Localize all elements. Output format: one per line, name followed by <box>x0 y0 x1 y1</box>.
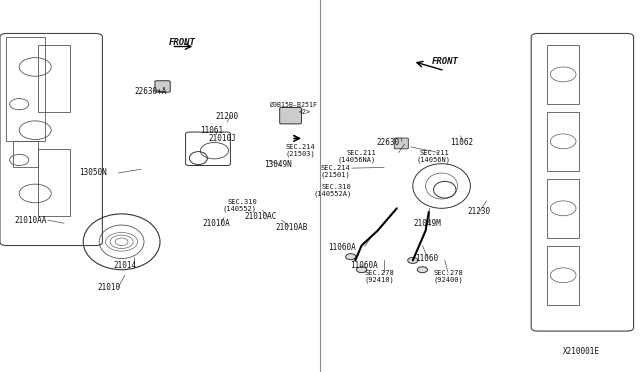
Circle shape <box>408 257 418 263</box>
Text: 21200: 21200 <box>216 112 239 121</box>
Text: 11061: 11061 <box>200 126 223 135</box>
Text: SEC.310: SEC.310 <box>227 199 257 205</box>
Text: SEC.278: SEC.278 <box>364 270 394 276</box>
Text: 21010AA: 21010AA <box>15 216 47 225</box>
Text: Ø0B15B-B251F: Ø0B15B-B251F <box>271 102 319 108</box>
Text: SEC.278: SEC.278 <box>433 270 463 276</box>
Text: SEC.214: SEC.214 <box>286 144 316 150</box>
Text: 21010A: 21010A <box>202 219 230 228</box>
Text: 21049M: 21049M <box>413 219 442 228</box>
Text: (21501): (21501) <box>321 171 350 178</box>
Text: <2>: <2> <box>299 109 310 115</box>
Text: (14056N): (14056N) <box>417 157 451 163</box>
Circle shape <box>356 267 367 273</box>
Text: 13050N: 13050N <box>79 169 107 177</box>
Bar <box>38 149 70 216</box>
Bar <box>6 37 45 141</box>
Bar <box>547 45 579 104</box>
Text: X210001E: X210001E <box>563 347 600 356</box>
Text: 11060A: 11060A <box>349 262 378 270</box>
Circle shape <box>346 254 356 260</box>
FancyBboxPatch shape <box>280 108 301 124</box>
Text: 21010J: 21010J <box>208 134 236 143</box>
Text: FRONT: FRONT <box>431 57 458 66</box>
Bar <box>547 179 579 238</box>
Text: 22630+A: 22630+A <box>134 87 166 96</box>
Text: (21503): (21503) <box>286 150 316 157</box>
Text: 21014: 21014 <box>113 262 136 270</box>
Text: SEC.211: SEC.211 <box>347 150 376 156</box>
Text: 21010AC: 21010AC <box>245 212 277 221</box>
Bar <box>547 246 579 305</box>
Text: 11060: 11060 <box>415 254 438 263</box>
Text: 21010: 21010 <box>97 283 120 292</box>
Text: SEC.211: SEC.211 <box>419 150 449 156</box>
Text: (14056NA): (14056NA) <box>338 157 376 163</box>
Text: (140552): (140552) <box>223 205 257 212</box>
Text: 21230: 21230 <box>467 207 490 216</box>
FancyBboxPatch shape <box>155 81 170 92</box>
Text: 21010AB: 21010AB <box>275 223 307 232</box>
Text: SEC.310: SEC.310 <box>321 184 351 190</box>
Text: 13049N: 13049N <box>264 160 292 169</box>
Text: FRONT: FRONT <box>169 38 196 47</box>
Text: (92410): (92410) <box>364 276 394 283</box>
Text: (92400): (92400) <box>433 276 463 283</box>
Bar <box>13 141 38 167</box>
Text: SEC.214: SEC.214 <box>321 165 350 171</box>
Text: 22630: 22630 <box>377 138 400 147</box>
Text: 11062: 11062 <box>451 138 474 147</box>
Text: (140552A): (140552A) <box>313 190 351 197</box>
Text: 11060A: 11060A <box>328 243 356 252</box>
Bar <box>38 45 70 112</box>
FancyBboxPatch shape <box>394 138 408 149</box>
Circle shape <box>417 267 428 273</box>
Bar <box>547 112 579 171</box>
